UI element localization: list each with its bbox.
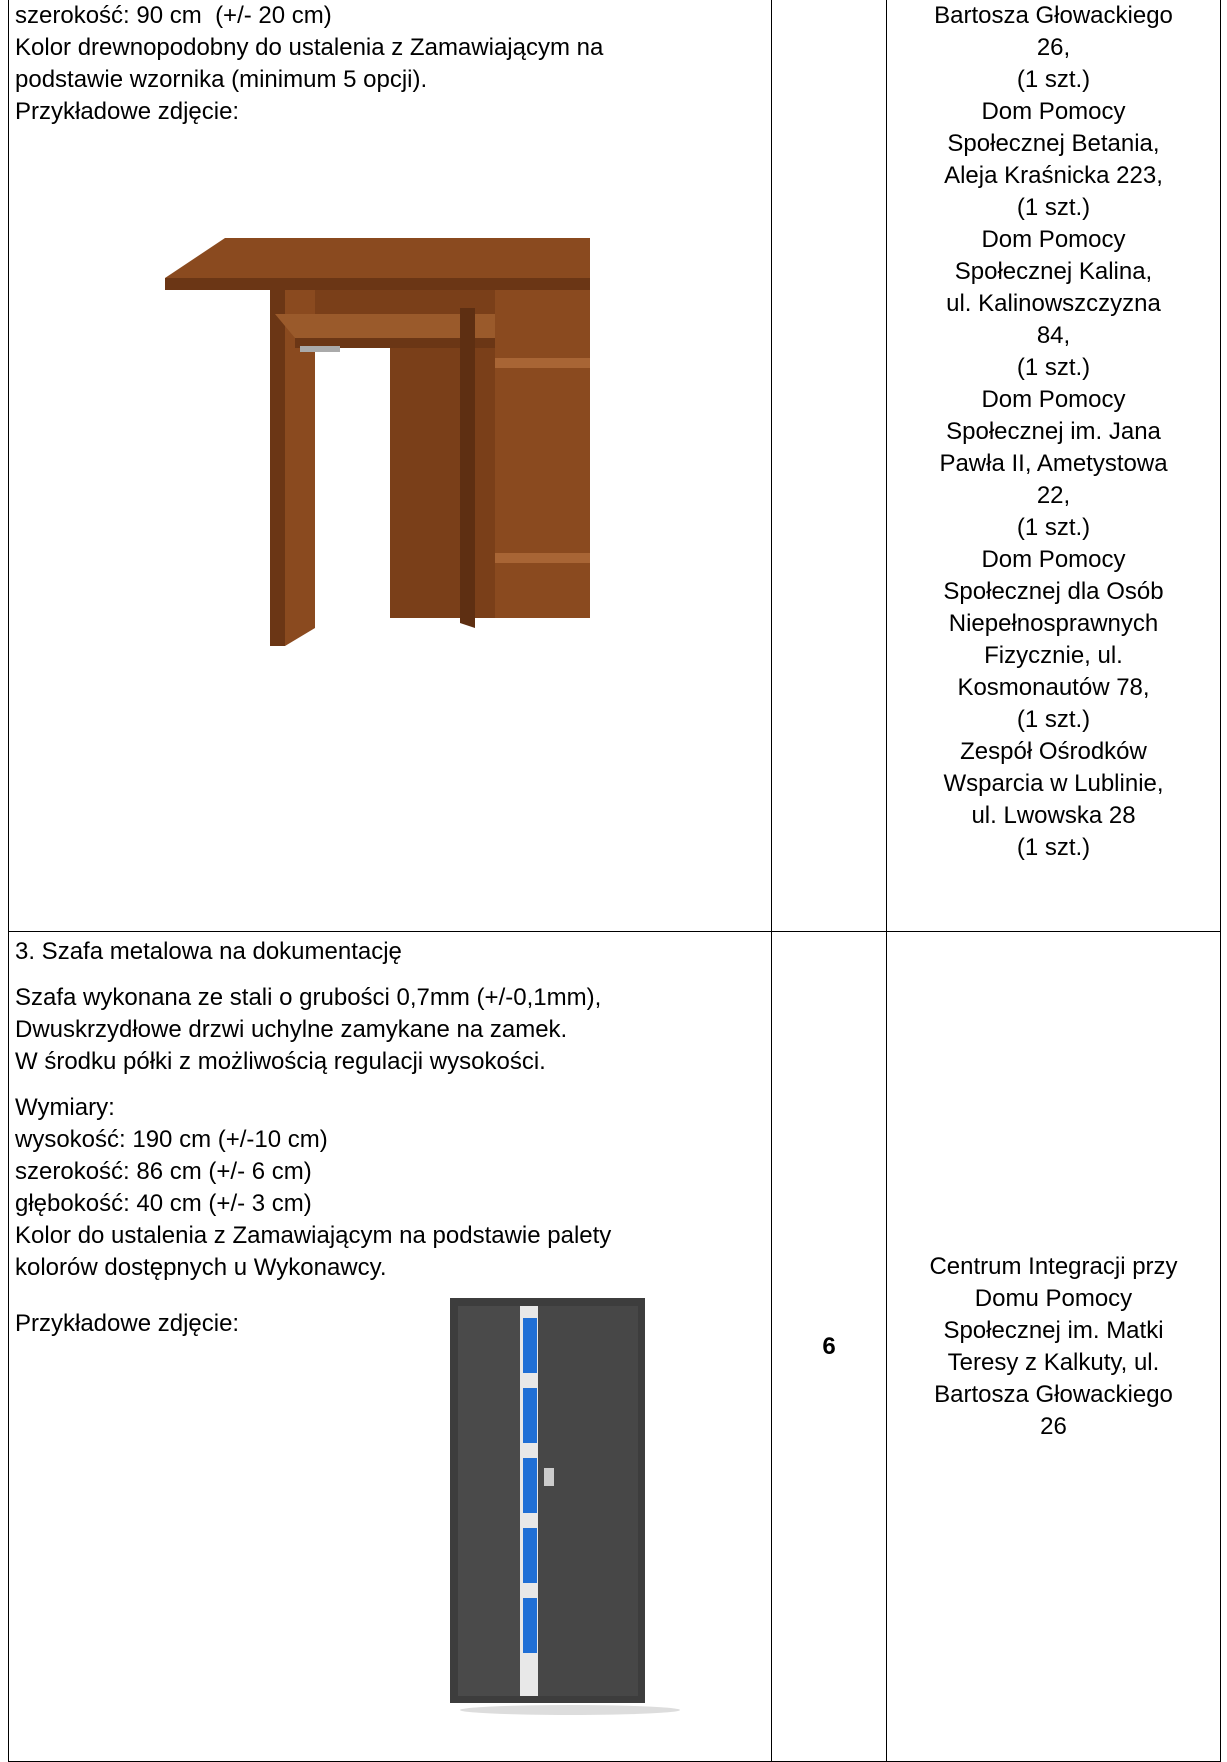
- location-line: Bartosza Głowackiego: [934, 1380, 1173, 1408]
- text-line: kolorów dostępnych u Wykonawcy.: [15, 1254, 387, 1281]
- location-line: Dom Pomocy: [981, 226, 1126, 253]
- location-line: 26: [1040, 1412, 1067, 1440]
- location-line: Dom Pomocy: [981, 386, 1126, 413]
- text-line: wysokość: 190 cm (+/-10 cm): [15, 1126, 328, 1153]
- location-line: Teresy z Kalkuty, ul.: [947, 1348, 1160, 1376]
- text-line: W środku półki z możliwością regulacji w…: [15, 1048, 546, 1075]
- text-line: Przykładowe zdjęcie:: [15, 98, 240, 125]
- text-line: Kolor do ustalenia z Zamawiającym na pod…: [15, 1222, 612, 1249]
- location-line: Dom Pomocy: [981, 546, 1126, 573]
- location-line: Pawła II, Ametystowa: [939, 450, 1168, 477]
- location-cell: Bartosza Głowackiego 26, (1 szt.) Dom Pomoc…: [886, 0, 1221, 932]
- location-line: 26,: [1036, 34, 1071, 61]
- location-line: Wsparcia w Lublinie,: [943, 770, 1164, 797]
- location-line: Niepełnosprawnych: [948, 610, 1159, 637]
- description: 3. Szafa metalowa na dokumentację Szafa w…: [15, 936, 765, 1284]
- location-cell: Centrum Integracji przy Domu Pomocy Społec…: [886, 931, 1221, 1762]
- text-line: Wymiary:: [15, 1094, 115, 1121]
- location-line: Społecznej Betania,: [947, 130, 1160, 157]
- text-line: Szafa wykonana ze stali o grubości 0,7mm…: [15, 984, 602, 1011]
- location-line: (1 szt.): [1016, 194, 1091, 221]
- row: 3. Szafa metalowa na dokumentację Szafa w…: [8, 931, 1221, 1762]
- spec-table: szerokość: 90 cm (+/- 20 cm) Kolor drewno…: [8, 0, 1221, 1762]
- text-line: Dwuskrzydłowe drzwi uchylne zamykane na …: [15, 1016, 568, 1043]
- text-line: podstawie wzornika (minimum 5 opcji).: [15, 66, 428, 93]
- paragraph: 3. Szafa metalowa na dokumentację: [15, 936, 765, 968]
- location-line: Społecznej Kalina,: [954, 258, 1153, 285]
- location-line: Społecznej dla Osób: [943, 578, 1164, 605]
- description-cell: szerokość: 90 cm (+/- 20 cm) Kolor drewno…: [8, 0, 772, 932]
- text-line: szerokość: 86 cm (+/- 6 cm): [15, 1158, 312, 1185]
- desk-photo: [165, 238, 590, 646]
- quantity-cell: [771, 0, 887, 932]
- location-line: Społecznej im. Matki: [943, 1316, 1164, 1344]
- text-line: szerokość: 90 cm (+/- 20 cm): [15, 2, 332, 29]
- text-line: głębokość: 40 cm (+/- 3 cm): [15, 1190, 312, 1217]
- location-line: Społecznej im. Jana: [946, 418, 1161, 445]
- location-line: (1 szt.): [1016, 354, 1091, 381]
- location-line: (1 szt.): [1016, 66, 1091, 93]
- location: Bartosza Głowackiego 26, (1 szt.) Dom Pomoc…: [893, 0, 1214, 864]
- location-line: (1 szt.): [1016, 706, 1091, 733]
- location-line: Dom Pomocy: [981, 98, 1126, 125]
- location-line: Fizycznie, ul.: [984, 642, 1123, 669]
- location-line: Kosmonautów 78,: [957, 674, 1150, 701]
- location-line: ul. Kalinowszczyzna: [946, 290, 1161, 317]
- quantity-cell: 6: [771, 931, 887, 1762]
- cabinet-photo: [450, 1298, 680, 1715]
- location-line: 84,: [1036, 322, 1071, 349]
- text-line: Kolor drewnopodobny do ustalenia z Zamaw…: [15, 34, 604, 61]
- photo-label: Przykładowe zdjęcie:: [15, 1310, 240, 1337]
- location-line: Aleja Kraśnicka 223,: [944, 162, 1163, 189]
- description-cell: 3. Szafa metalowa na dokumentację Szafa w…: [8, 931, 772, 1762]
- location: Centrum Integracji przy Domu Pomocy Społec…: [893, 1251, 1214, 1443]
- location-line: Domu Pomocy: [974, 1284, 1133, 1312]
- location-line: (1 szt.): [1016, 834, 1091, 861]
- text-line: 3. Szafa metalowa na dokumentację: [15, 938, 402, 965]
- paragraph: Szafa wykonana ze stali o grubości 0,7mm…: [15, 982, 765, 1078]
- paragraph: Wymiary: wysokość: 190 cm (+/-10 cm) szero…: [15, 1092, 765, 1284]
- location-line: (1 szt.): [1016, 514, 1091, 541]
- location-line: ul. Lwowska 28: [971, 802, 1136, 829]
- location-line: 22,: [1036, 482, 1071, 509]
- location-line: Centrum Integracji przy: [929, 1252, 1178, 1280]
- description: szerokość: 90 cm (+/- 20 cm) Kolor drewno…: [15, 0, 765, 128]
- row: szerokość: 90 cm (+/- 20 cm) Kolor drewno…: [8, 0, 1221, 932]
- location-line: Bartosza Głowackiego: [934, 2, 1173, 29]
- location-line: Zespół Ośrodków: [960, 738, 1147, 765]
